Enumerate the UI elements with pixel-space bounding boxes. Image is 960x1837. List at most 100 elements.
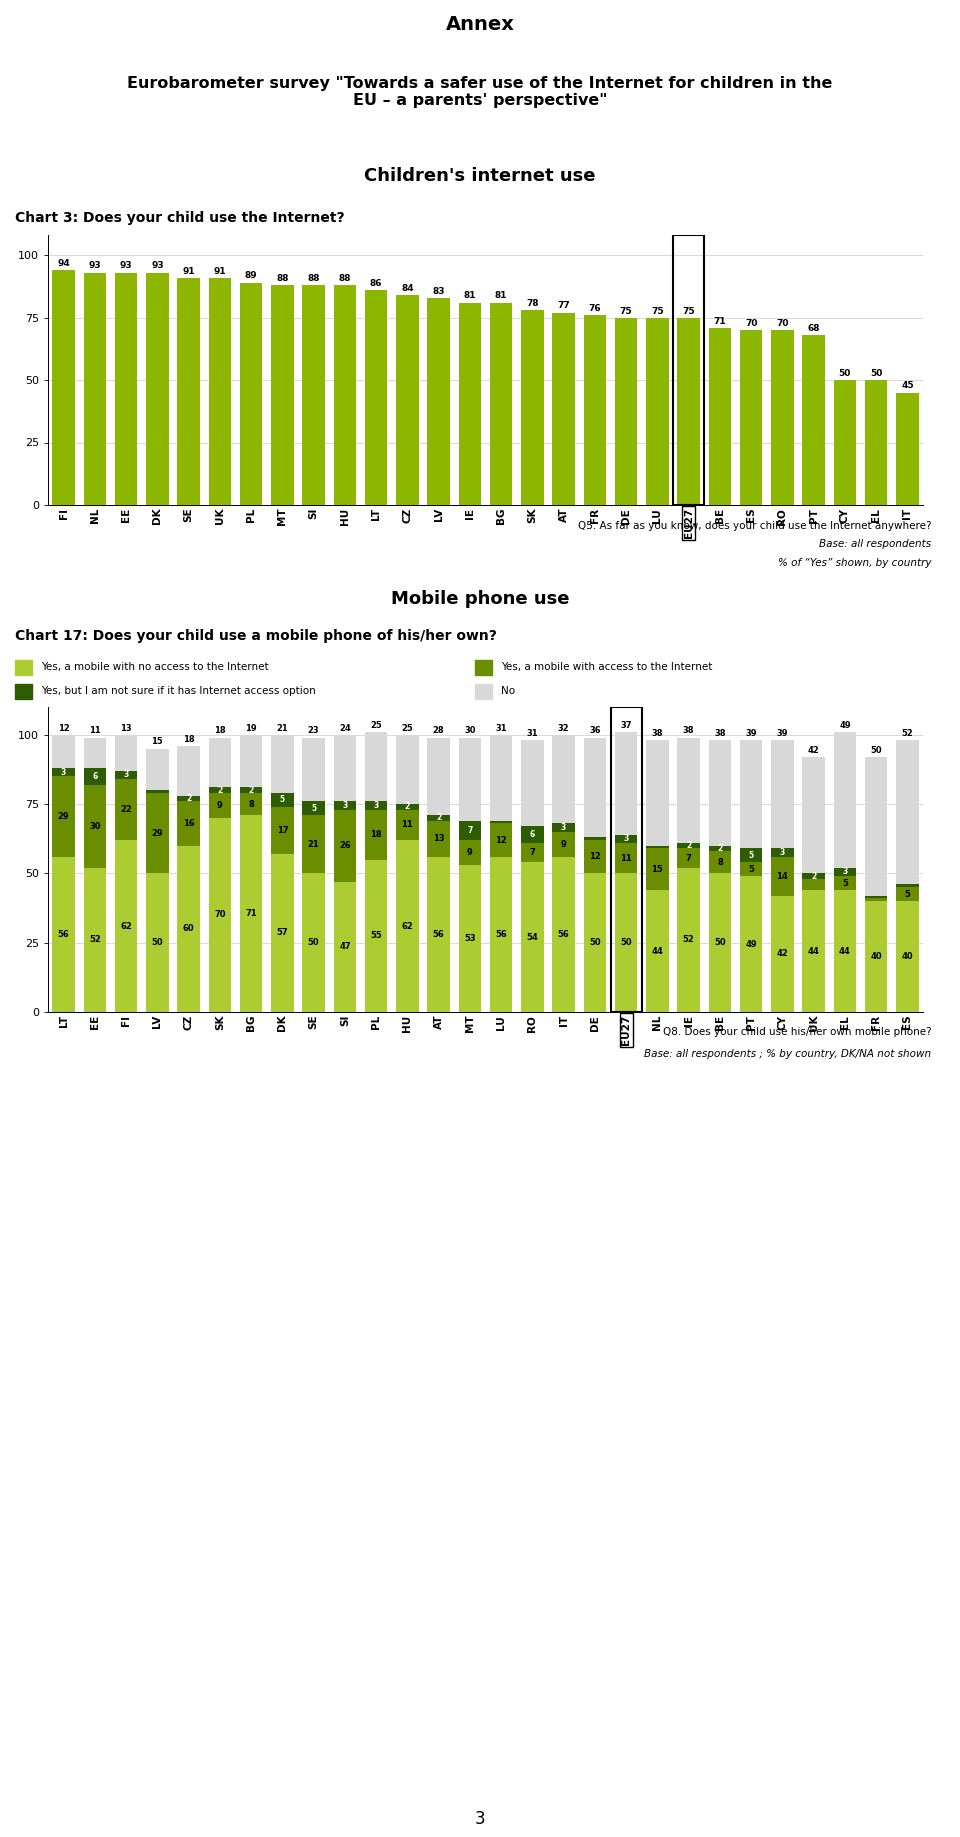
Text: Base: all respondents: Base: all respondents (819, 540, 931, 549)
Bar (302, 737, 324, 801)
Bar (521, 310, 543, 505)
Text: 44: 44 (839, 946, 851, 955)
Text: 91: 91 (213, 266, 227, 276)
Text: 68: 68 (807, 323, 820, 332)
Text: 38: 38 (652, 729, 663, 738)
Bar (708, 851, 732, 873)
Text: 21: 21 (276, 724, 288, 733)
Text: 88: 88 (339, 274, 351, 283)
Text: 93: 93 (88, 261, 101, 270)
Text: 71: 71 (246, 909, 257, 918)
Bar (614, 318, 637, 505)
Bar (771, 849, 794, 856)
Bar (865, 898, 887, 902)
Text: 12: 12 (58, 724, 69, 733)
Bar (614, 731, 637, 834)
Bar (803, 873, 825, 878)
Bar (271, 854, 294, 1012)
Text: 2: 2 (436, 814, 442, 823)
Text: 2: 2 (186, 794, 191, 803)
Text: 45: 45 (901, 382, 914, 391)
Text: 53: 53 (464, 933, 476, 942)
Text: 50: 50 (308, 939, 320, 948)
Text: 2: 2 (717, 843, 723, 852)
Bar (427, 856, 450, 1012)
Bar (365, 860, 388, 1012)
Text: Base: all respondents ; % by country, DK/NA not shown: Base: all respondents ; % by country, DK… (644, 1049, 931, 1058)
Text: 32: 32 (558, 724, 569, 733)
Bar (490, 823, 513, 856)
Bar (53, 735, 75, 768)
Bar (708, 845, 732, 851)
Bar (84, 272, 107, 505)
Text: Eurobarometer survey "Towards a safer use of the Internet for children in the
EU: Eurobarometer survey "Towards a safer us… (128, 75, 832, 108)
Text: 2: 2 (405, 803, 410, 812)
Bar (803, 878, 825, 889)
Text: 37: 37 (620, 720, 632, 729)
Text: 22: 22 (120, 805, 132, 814)
Bar (365, 810, 388, 860)
Bar (865, 902, 887, 1012)
Text: 3: 3 (780, 849, 785, 858)
Bar (84, 737, 107, 768)
Bar (490, 735, 513, 821)
Bar (240, 816, 262, 1012)
Text: 29: 29 (152, 828, 163, 838)
Bar (771, 331, 794, 505)
Bar (584, 314, 606, 505)
Bar (614, 834, 637, 843)
Bar (146, 272, 169, 505)
Bar (396, 296, 419, 505)
Text: 30: 30 (89, 821, 101, 830)
Text: 11: 11 (620, 854, 632, 863)
Bar (678, 849, 700, 867)
Bar (678, 318, 700, 505)
Text: 11: 11 (401, 821, 413, 828)
Text: 60: 60 (182, 924, 195, 933)
Bar (146, 749, 169, 790)
Bar (708, 327, 732, 505)
Bar (15, 659, 32, 676)
Text: 62: 62 (120, 922, 132, 931)
Bar (584, 840, 606, 873)
Bar (334, 735, 356, 801)
Bar (646, 889, 668, 1012)
Bar (208, 788, 231, 794)
Bar (771, 896, 794, 1012)
Bar (271, 735, 294, 794)
Text: 75: 75 (651, 307, 663, 316)
Text: 28: 28 (433, 726, 444, 735)
Text: 50: 50 (871, 746, 882, 755)
Text: 39: 39 (745, 729, 756, 738)
Bar (678, 737, 700, 843)
Text: 89: 89 (245, 272, 257, 281)
Text: 6: 6 (530, 830, 535, 840)
Bar (427, 821, 450, 856)
Bar (865, 896, 887, 898)
Text: 50: 50 (870, 369, 882, 378)
Bar (334, 882, 356, 1012)
Text: 6: 6 (92, 772, 98, 781)
Text: 91: 91 (182, 266, 195, 276)
Text: 5: 5 (904, 889, 910, 898)
Bar (146, 794, 169, 873)
Bar (708, 873, 732, 1012)
Bar (678, 867, 700, 1012)
Text: % of “Yes” shown, by country: % of “Yes” shown, by country (778, 558, 931, 568)
Bar (84, 867, 107, 1012)
Bar (614, 843, 637, 873)
Bar (427, 737, 450, 816)
Bar (646, 849, 668, 889)
Text: 2: 2 (249, 786, 253, 795)
Bar (896, 902, 919, 1012)
Text: 19: 19 (246, 724, 257, 733)
Text: 54: 54 (526, 933, 539, 942)
Text: Chart 3: Does your child use the Internet?: Chart 3: Does your child use the Interne… (15, 211, 345, 224)
Text: 88: 88 (276, 274, 289, 283)
Bar (396, 735, 419, 805)
Text: 2: 2 (217, 786, 223, 795)
Bar (646, 740, 668, 845)
Bar (459, 821, 481, 840)
Bar (646, 318, 668, 505)
Bar (208, 737, 231, 788)
